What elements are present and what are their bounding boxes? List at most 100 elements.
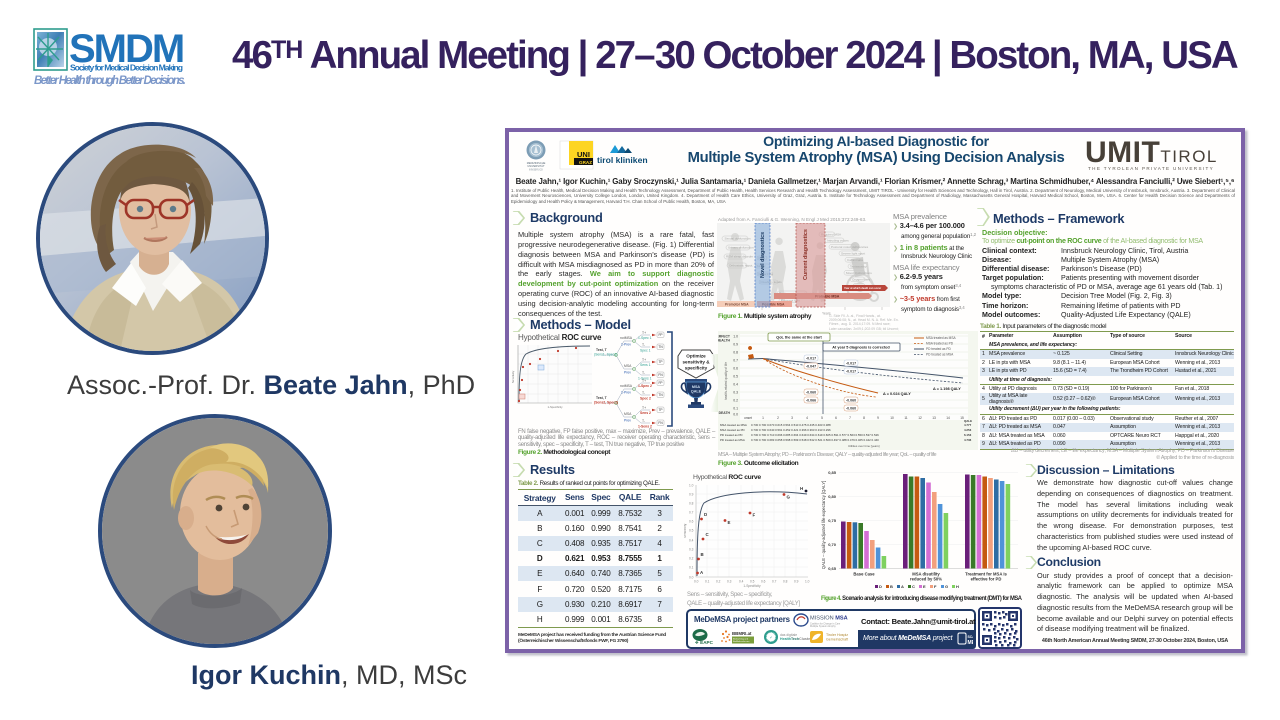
svg-text:Postural motor deficiencies: Postural motor deficiencies	[831, 245, 869, 249]
svg-text:BBMRI.at: BBMRI.at	[732, 631, 752, 636]
svg-text:0.8: 0.8	[733, 351, 738, 355]
svg-text:A: A	[901, 584, 904, 589]
svg-text:QALE: QALE	[691, 390, 702, 394]
svg-text:0.730 0.700 0.683 0.658 0.: 0.730 0.700 0.683 0.658 0.598 0.569 0.54…	[751, 438, 879, 442]
svg-text:PD treated as MSA: PD treated as MSA	[926, 353, 954, 357]
svg-text:REM sleep disorder: REM sleep disorder	[726, 255, 753, 259]
svg-text:1-Specificity: 1-Specificity	[547, 405, 563, 409]
svg-text:0.0: 0.0	[694, 580, 699, 584]
svg-text:BioMolecular res.: BioMolecular res.	[733, 640, 750, 643]
svg-text:0.6: 0.6	[761, 580, 766, 584]
svg-text:Tiroler Hospiz: Tiroler Hospiz	[826, 633, 848, 637]
svg-text:Test, T: Test, T	[596, 396, 608, 400]
svg-text:MSA treated as PD: MSA treated as PD	[926, 342, 954, 346]
svg-text:GRAZ: GRAZ	[579, 160, 592, 165]
svg-text:0.7: 0.7	[689, 511, 694, 515]
svg-text:PD treated as PD: PD treated as PD	[720, 433, 743, 437]
svg-text:0.730 0.700 0.640 0.591 0.: 0.730 0.700 0.640 0.591 0.452 0.421 0.39…	[751, 428, 831, 432]
svg-text:F: F	[753, 513, 756, 518]
svg-text:health-related quality of life: health-related quality of life	[724, 362, 728, 400]
svg-text:T-: T-	[642, 343, 645, 347]
svg-text:Base Case: Base Case	[853, 572, 875, 577]
svg-text:T-: T-	[642, 391, 645, 395]
svg-text:4.777: 4.777	[964, 423, 972, 427]
svg-text:UNIVERSITÄT: UNIVERSITÄT	[527, 164, 545, 168]
svg-text:G: G	[945, 584, 948, 589]
svg-text:Years: Years	[822, 312, 831, 316]
svg-text:MISSION MSA: MISSION MSA	[810, 616, 848, 622]
svg-text:-0.017: -0.017	[806, 356, 816, 360]
svg-text:Sexual dysfunction: Sexual dysfunction	[725, 237, 751, 241]
svg-text:0.2: 0.2	[733, 399, 738, 403]
svg-text:✓: ✓	[770, 635, 773, 639]
svg-text:Current diagnostics: Current diagnostics	[803, 229, 809, 280]
svg-text:0.4: 0.4	[739, 580, 744, 584]
svg-text:B: B	[701, 552, 704, 557]
svg-text:Camminata: Camminata	[847, 258, 863, 262]
svg-text:0,70: 0,70	[828, 542, 837, 547]
svg-text:PD treated as PD: PD treated as PD	[926, 347, 952, 351]
svg-text:TN: TN	[658, 393, 663, 397]
svg-text:0.3: 0.3	[727, 580, 732, 584]
svg-text:(Sens2, Spec2): (Sens2, Spec2)	[594, 401, 618, 405]
svg-text:0.7: 0.7	[772, 580, 777, 584]
svg-text:-0.017: -0.017	[846, 361, 856, 365]
svg-text:Required MSA: Required MSA	[821, 233, 842, 237]
svg-text:0.1: 0.1	[689, 566, 694, 570]
svg-text:MSA treated as MSA: MSA treated as MSA	[720, 423, 747, 427]
svg-text:0,75: 0,75	[828, 518, 837, 523]
svg-text:1-Prev: 1-Prev	[621, 343, 631, 347]
svg-text:1-Specificity: 1-Specificity	[743, 584, 761, 588]
svg-text:Optimize: Optimize	[686, 354, 706, 359]
svg-text:QoL the same at the start: QoL the same at the start	[776, 336, 822, 340]
svg-text:E: E	[923, 584, 926, 589]
svg-text:Possible MSA: Possible MSA	[762, 303, 785, 307]
svg-text:Society for Medical Decision M: Society for Medical Decision Making	[70, 63, 183, 73]
svg-text:FN: FN	[658, 373, 663, 377]
svg-text:Biobanking and: Biobanking and	[733, 639, 749, 641]
svg-text:notMSA: notMSA	[620, 384, 633, 388]
svg-text:1-Prev: 1-Prev	[621, 391, 631, 395]
svg-text:-0.060: -0.060	[846, 398, 856, 402]
svg-text:4.736: 4.736	[964, 438, 972, 442]
svg-text:ME: ME	[968, 640, 974, 646]
svg-text:Tantascemy: Tantascemy	[850, 265, 867, 269]
svg-text:13: 13	[932, 416, 936, 420]
svg-text:1: 1	[762, 416, 764, 420]
svg-text:T+: T+	[642, 406, 646, 410]
svg-text:Sensitivity: Sensitivity	[684, 523, 687, 538]
svg-text:Intruding voices: Intruding voices	[827, 239, 849, 243]
svg-text:UNI: UNI	[577, 150, 590, 159]
svg-text:Spec 2: Spec 2	[640, 397, 651, 401]
svg-text:0,85: 0,85	[828, 470, 837, 475]
svg-text:Urinary disfunction: Urinary disfunction	[728, 246, 754, 250]
svg-text:tirol kliniken: tirol kliniken	[597, 155, 648, 165]
svg-text:das digitale: das digitale	[780, 633, 797, 637]
svg-text:Mood dysfunctions: Mood dysfunctions	[846, 271, 872, 275]
svg-text:0.9: 0.9	[733, 343, 738, 347]
svg-text:0.3: 0.3	[689, 548, 694, 552]
svg-text:Severe light sport: Severe light sport	[841, 252, 865, 256]
svg-text:PD treated as MSA: PD treated as MSA	[720, 438, 745, 442]
svg-text:✈ EAPC: ✈ EAPC	[695, 640, 714, 645]
svg-text:H: H	[800, 486, 803, 491]
svg-text:D: D	[879, 584, 882, 589]
svg-text:C: C	[706, 532, 710, 537]
svg-text:0.5: 0.5	[689, 529, 694, 533]
svg-text:HealthTechCluster: HealthTechCluster	[780, 637, 812, 641]
svg-text:Premotor MSA: Premotor MSA	[725, 303, 749, 307]
svg-text:1-Spec 1: 1-Spec 1	[638, 336, 652, 340]
svg-text:Multiple System Atrophy: Multiple System Atrophy	[810, 625, 836, 628]
svg-text:onset: onset	[744, 416, 752, 420]
svg-text:0.8: 0.8	[689, 502, 694, 506]
svg-text:TP: TP	[658, 360, 662, 364]
svg-text:0,65: 0,65	[828, 566, 837, 571]
svg-text:reduced by 50%: reduced by 50%	[910, 577, 942, 582]
svg-text:E: E	[728, 520, 731, 525]
svg-text:Utilities over time [years]: Utilities over time [years]	[848, 444, 880, 448]
svg-text:SCAN: SCAN	[968, 635, 974, 639]
svg-text:11: 11	[904, 416, 908, 420]
svg-text:F: F	[934, 584, 937, 589]
svg-text:0.4: 0.4	[689, 539, 694, 543]
svg-text:0.2: 0.2	[716, 580, 721, 584]
